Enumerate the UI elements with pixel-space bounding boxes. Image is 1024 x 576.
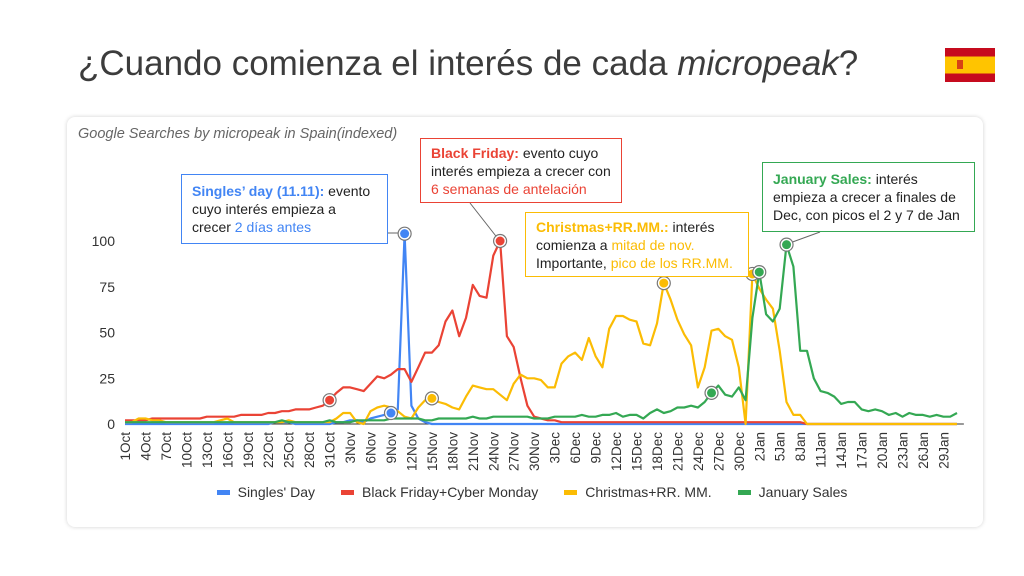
x-tick-label: 27Nov: [507, 432, 522, 471]
x-tick-label: 4Oct: [138, 432, 153, 461]
annotation-black-friday: Black Friday: evento cuyo interés empiez…: [420, 138, 622, 203]
x-tick-label: 12Nov: [404, 432, 419, 471]
x-tick-label: 26Jan: [916, 432, 931, 469]
legend-swatch: [564, 489, 578, 495]
x-tick-label: 6Nov: [364, 432, 379, 464]
legend-item-black-friday[interactable]: Black Friday+Cyber Monday: [341, 484, 538, 500]
legend-label: Singles' Day: [237, 484, 315, 500]
x-tick-label: 9Dec: [589, 432, 604, 464]
x-tick-label: 8Jan: [793, 432, 808, 461]
annotation-connector: [469, 202, 500, 241]
x-tick-label: 1Oct: [118, 432, 133, 461]
x-tick-label: 12Dec: [609, 432, 624, 471]
highlight-point: [659, 278, 669, 288]
x-tick-label: 18Dec: [650, 432, 665, 471]
x-tick-label: 14Jan: [834, 432, 849, 469]
x-tick-label: 20Jan: [875, 432, 890, 469]
title-suffix: ?: [838, 44, 859, 83]
legend-item-january-sales[interactable]: January Sales: [737, 484, 848, 500]
y-tick-label: 75: [99, 279, 115, 295]
x-tick-label: 15Dec: [630, 432, 645, 471]
x-tick-label: 31Oct: [323, 432, 338, 468]
annotation-heading: January Sales:: [773, 171, 872, 187]
spain-flag-icon: [945, 48, 995, 82]
x-tick-label: 16Oct: [220, 432, 235, 468]
y-tick-label: 0: [107, 416, 115, 432]
y-tick-label: 50: [99, 325, 115, 341]
highlight-point: [754, 267, 764, 277]
annotation-heading: Black Friday:: [431, 144, 519, 161]
annotation-text: interés comienza a: [536, 218, 715, 253]
annotation-heading: Christmas+RR.MM.:: [536, 218, 669, 235]
highlight-point: [400, 229, 410, 239]
highlight-point: [782, 240, 792, 250]
annotation-highlight: 2 días antes: [234, 219, 312, 235]
chart-title: Google Searches by micropeak in Spain(in…: [78, 126, 398, 142]
series-line-2: [125, 272, 957, 426]
annotation-text: interés empieza a crecer a finales de De…: [773, 171, 960, 223]
x-tick-label: 3Dec: [548, 432, 563, 464]
x-tick-label: 21Dec: [670, 432, 685, 471]
title-italic: micropeak: [677, 44, 839, 83]
annotation-text: Importante,: [536, 254, 611, 271]
legend-swatch: [216, 489, 230, 495]
x-tick-label: 10Oct: [179, 432, 194, 468]
x-tick-label: 24Dec: [691, 432, 706, 471]
x-tick-label: 15Nov: [425, 432, 440, 471]
highlight-point: [325, 395, 335, 405]
highlight-point: [427, 393, 437, 403]
x-tick-label: 13Oct: [200, 432, 215, 468]
y-tick-label: 100: [92, 233, 116, 249]
x-tick-label: 23Jan: [895, 432, 910, 469]
x-tick-label: 19Oct: [241, 432, 256, 468]
annotation-heading: Singles’ day (11.11):: [192, 183, 325, 199]
series-line-3: [125, 243, 958, 424]
x-tick-label: 30Nov: [527, 432, 542, 471]
x-tick-label: 18Nov: [445, 432, 460, 471]
legend-item-singles-day[interactable]: Singles' Day: [216, 484, 315, 500]
x-tick-label: 6Dec: [568, 432, 583, 464]
legend-label: January Sales: [758, 484, 848, 500]
legend-label: Black Friday+Cyber Monday: [362, 484, 539, 500]
title-text: ¿Cuando comienza el interés de cada: [78, 44, 678, 83]
annotation-christmas: Christmas+RR.MM.: interés comienza a mit…: [525, 212, 749, 277]
highlight-markers: [322, 226, 794, 421]
annotation-january-sales: January Sales: interés empieza a crecer …: [762, 162, 975, 232]
x-tick-label: 11Jan: [814, 432, 829, 468]
slide-title: ¿Cuando comienza el interés de cada micr…: [78, 44, 858, 84]
legend-swatch: [341, 489, 354, 495]
annotation-text: evento cuyo interés empieza a crecer: [192, 183, 371, 235]
x-tick-label: 5Jan: [773, 432, 788, 461]
x-tick-label: 9Nov: [384, 432, 399, 464]
annotation-singles-day: Singles’ day (11.11): evento cuyo interé…: [181, 174, 388, 244]
x-tick-label: 7Oct: [159, 432, 174, 461]
highlight-point: [495, 236, 505, 246]
x-tick-label: 29Jan: [936, 432, 951, 469]
x-tick-label: 27Dec: [711, 432, 726, 471]
x-tick-label: 3Nov: [343, 432, 358, 464]
highlight-point: [386, 408, 396, 418]
x-tick-label: 24Nov: [486, 432, 501, 471]
series-lines: [125, 232, 958, 426]
x-tick-label: 21Nov: [466, 432, 481, 471]
x-tick-label: 2Jan: [752, 432, 767, 461]
annotation-text: evento cuyo interés empieza a crecer con: [431, 144, 611, 179]
legend-swatch: [737, 489, 751, 495]
annotation-highlight: mitad de nov.: [611, 236, 695, 253]
x-tick-label: 22Oct: [261, 432, 276, 468]
legend-label: Christmas+RR. MM.: [585, 484, 712, 500]
highlight-point: [707, 388, 717, 398]
x-tick-label: 17Jan: [855, 432, 870, 469]
legend-item-christmas[interactable]: Christmas+RR. MM.: [564, 484, 712, 500]
annotation-highlight: pico de los RR.MM.: [610, 254, 733, 271]
chart-legend: Singles' Day Black Friday+Cyber Monday C…: [0, 484, 1024, 500]
annotation-highlight: 6 semanas de antelación: [431, 180, 587, 197]
y-tick-label: 25: [99, 370, 115, 386]
x-tick-label: 25Oct: [282, 432, 297, 468]
axes: 0 25 50 75 100 1Oct 4Oct 7Oct 10Oct 13Oct 16Oct 19O…: [92, 233, 964, 471]
x-tick-label: 30Dec: [732, 432, 747, 471]
x-tick-label: 28Oct: [302, 432, 317, 468]
